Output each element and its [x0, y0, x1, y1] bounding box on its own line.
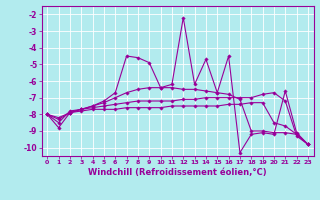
- X-axis label: Windchill (Refroidissement éolien,°C): Windchill (Refroidissement éolien,°C): [88, 168, 267, 177]
